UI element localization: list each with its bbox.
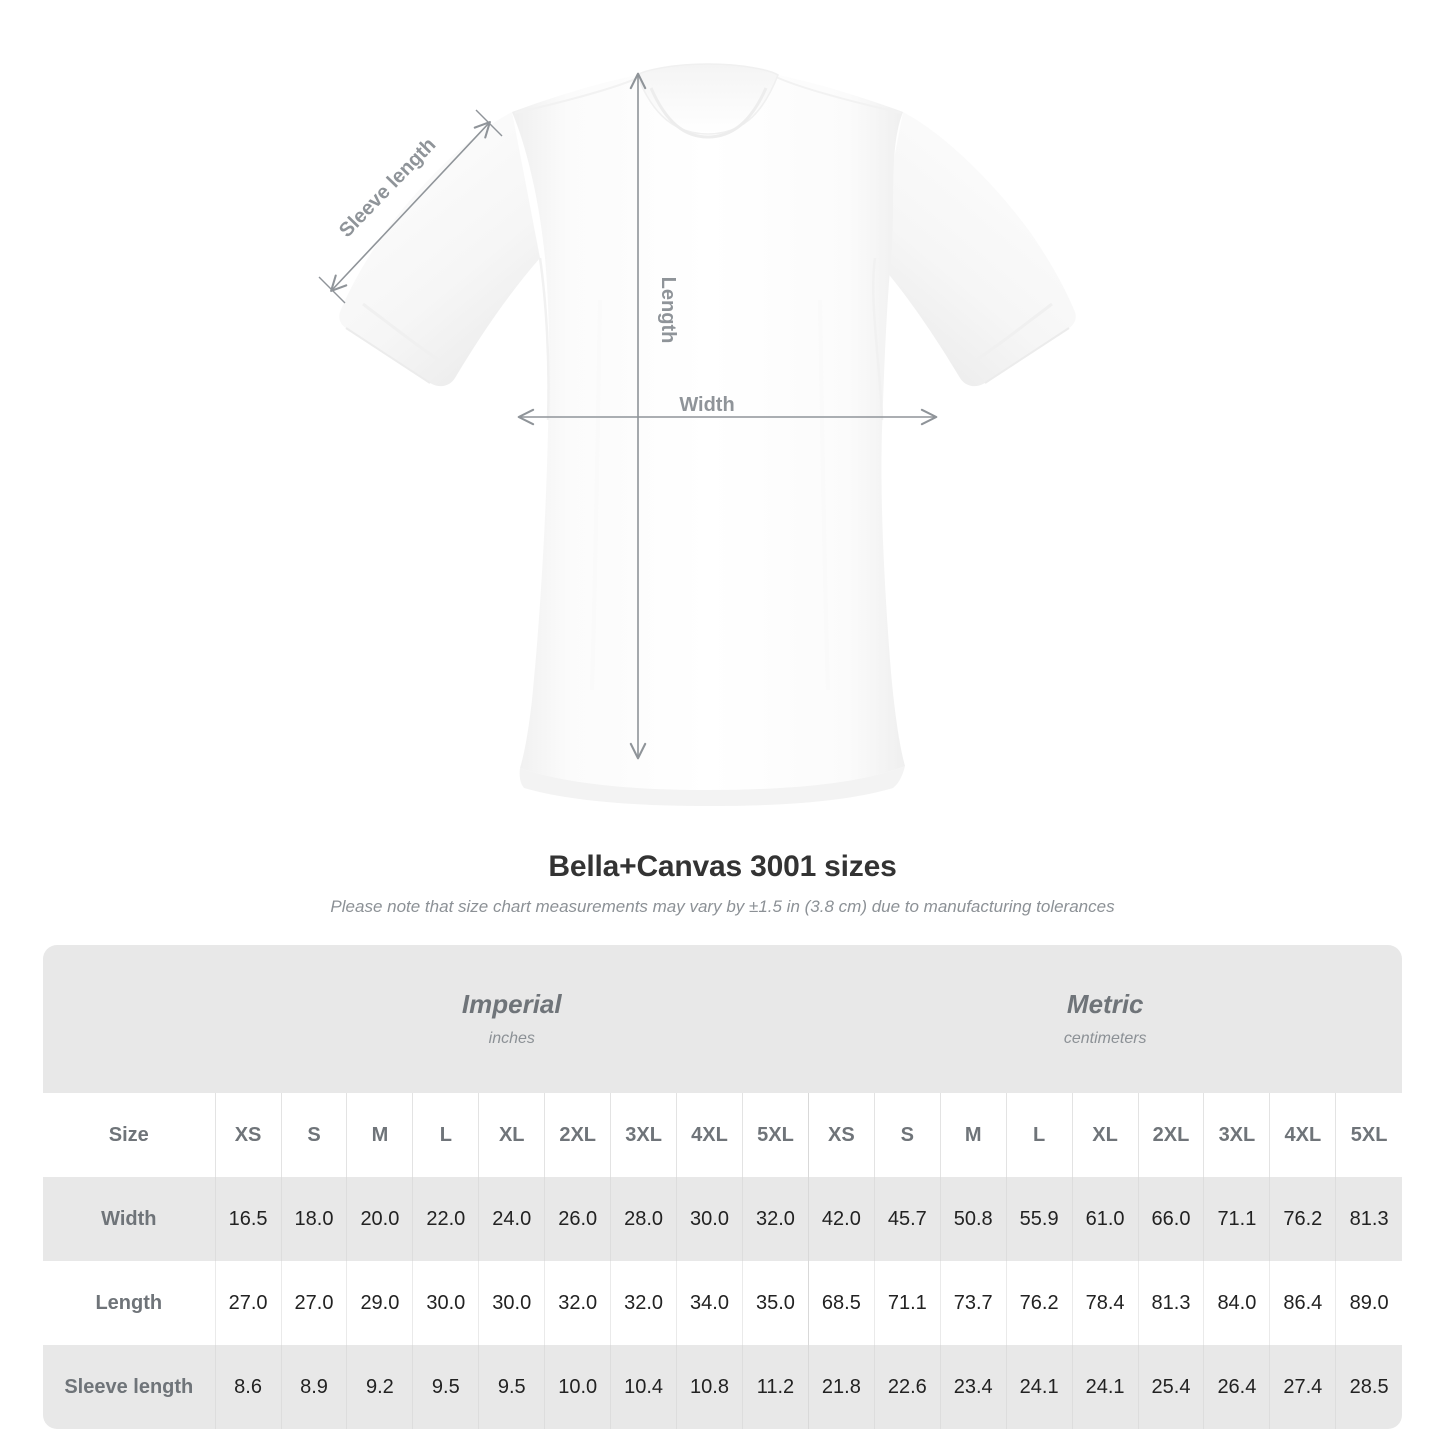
row-label-length: Length [43,1261,216,1345]
cell-imperial: 27.0 [215,1261,282,1345]
cell-imperial: 30.0 [412,1261,480,1345]
cell-imperial: 29.0 [346,1261,414,1345]
cell-imperial: 10.8 [676,1345,743,1429]
cell-imperial: 30.0 [478,1261,546,1345]
cell-imperial: 30.0 [676,1177,743,1261]
cell-metric: 73.7 [940,1261,1007,1345]
size-header-imperial-S: S [281,1093,348,1177]
size-header-metric-2XL: 2XL [1138,1093,1205,1177]
cell-metric: 84.0 [1203,1261,1271,1345]
size-header-metric-3XL: 3XL [1203,1093,1271,1177]
cell-metric: 81.3 [1335,1177,1402,1261]
table-row: Length 27.0 27.0 29.0 30.0 30.0 32.0 32.0 34.0 35… [43,1261,1402,1345]
unit-group-name-imperial: Imperial [461,989,562,1020]
cell-imperial: 8.9 [281,1345,348,1429]
size-header-imperial-3XL: 3XL [610,1093,678,1177]
size-header-metric-5XL: 5XL [1335,1093,1402,1177]
cell-imperial: 26.0 [544,1177,612,1261]
cell-metric: 22.6 [874,1345,941,1429]
unit-group-name-metric: Metric [1066,989,1144,1020]
unit-group-metric: Metric centimeters [808,945,1402,1093]
size-header-row: Size XS S M L XL 2XL 3XL 4XL 5XL XS S M L XL 2XL 3XL 4XL 5… [43,1093,1402,1177]
cell-imperial: 28.0 [610,1177,678,1261]
cell-imperial: 18.0 [281,1177,348,1261]
cell-imperial: 9.2 [346,1345,414,1429]
cell-imperial: 22.0 [412,1177,480,1261]
unit-group-imperial: Imperial inches [215,945,809,1093]
cell-imperial: 32.0 [742,1177,809,1261]
unit-banner-row: Imperial inches Metric centimeters [43,945,1402,1093]
row-label-width: Width [43,1177,216,1261]
cell-metric: 27.4 [1269,1345,1337,1429]
size-header-imperial-XS: XS [215,1093,282,1177]
size-header-imperial-4XL: 4XL [676,1093,743,1177]
cell-metric: 23.4 [940,1345,1007,1429]
size-header-metric-L: L [1006,1093,1073,1177]
cell-metric: 55.9 [1006,1177,1073,1261]
row-label-sleeve-length: Sleeve length [43,1345,216,1429]
cell-imperial: 34.0 [676,1261,743,1345]
cell-metric: 71.1 [874,1261,941,1345]
tshirt-measurement-diagram: Sleeve length Length Width [318,63,1076,806]
sleeve-length-measurement-arrow [318,109,503,304]
size-header-imperial-XL: XL [478,1093,546,1177]
tshirt-illustration [339,63,1076,806]
cell-imperial: 32.0 [610,1261,678,1345]
cell-metric: 68.5 [808,1261,875,1345]
cell-metric: 78.4 [1072,1261,1139,1345]
cell-imperial: 24.0 [478,1177,546,1261]
size-header-imperial-M: M [346,1093,414,1177]
cell-imperial: 9.5 [412,1345,480,1429]
size-header-imperial-L: L [412,1093,480,1177]
cell-imperial: 32.0 [544,1261,612,1345]
size-header-imperial-5XL: 5XL [742,1093,809,1177]
width-label: Width [679,394,734,416]
cell-imperial: 8.6 [215,1345,282,1429]
length-label: Length [657,277,679,344]
unit-banner-spacer [43,945,216,1093]
cell-imperial: 27.0 [281,1261,348,1345]
cell-metric: 21.8 [808,1345,875,1429]
cell-imperial: 9.5 [478,1345,546,1429]
cell-imperial: 20.0 [346,1177,414,1261]
unit-group-sub-metric: centimeters [1063,1029,1147,1047]
table-row: Sleeve length 8.6 8.9 9.2 9.5 9.5 10.0 10.4 10.8… [43,1345,1402,1429]
cell-imperial: 35.0 [742,1261,809,1345]
cell-metric: 25.4 [1138,1345,1205,1429]
size-table: Imperial inches Metric centimeters Size XS S M L… [43,945,1402,1429]
size-header-metric-S: S [874,1093,941,1177]
cell-metric: 26.4 [1203,1345,1271,1429]
cell-metric: 76.2 [1269,1177,1337,1261]
size-header-metric-XL: XL [1072,1093,1139,1177]
table-row: Width 16.5 18.0 20.0 22.0 24.0 26.0 28.0 30.0 32.… [43,1177,1402,1261]
cell-metric: 89.0 [1335,1261,1402,1345]
cell-metric: 61.0 [1072,1177,1139,1261]
size-header-metric-4XL: 4XL [1269,1093,1337,1177]
cell-metric: 24.1 [1006,1345,1073,1429]
tolerance-note: Please note that size chart measurements… [330,897,1115,916]
cell-metric: 81.3 [1138,1261,1205,1345]
cell-metric: 42.0 [808,1177,875,1261]
cell-metric: 71.1 [1203,1177,1271,1261]
cell-imperial: 11.2 [742,1345,809,1429]
cell-metric: 24.1 [1072,1345,1139,1429]
unit-group-sub-imperial: inches [488,1029,535,1047]
cell-imperial: 10.0 [544,1345,612,1429]
cell-metric: 86.4 [1269,1261,1337,1345]
cell-metric: 76.2 [1006,1261,1073,1345]
cell-metric: 28.5 [1335,1345,1402,1429]
cell-imperial: 10.4 [610,1345,678,1429]
cell-imperial: 16.5 [215,1177,282,1261]
cell-metric: 66.0 [1138,1177,1205,1261]
page-title: Bella+Canvas 3001 sizes [548,850,897,883]
cell-metric: 50.8 [940,1177,1007,1261]
size-header-metric-XS: XS [808,1093,875,1177]
cell-metric: 45.7 [874,1177,941,1261]
size-header-label: Size [43,1093,216,1177]
size-header-imperial-2XL: 2XL [544,1093,612,1177]
size-table-container: Imperial inches Metric centimeters Size XS S M L… [43,945,1402,1429]
size-header-metric-M: M [940,1093,1007,1177]
